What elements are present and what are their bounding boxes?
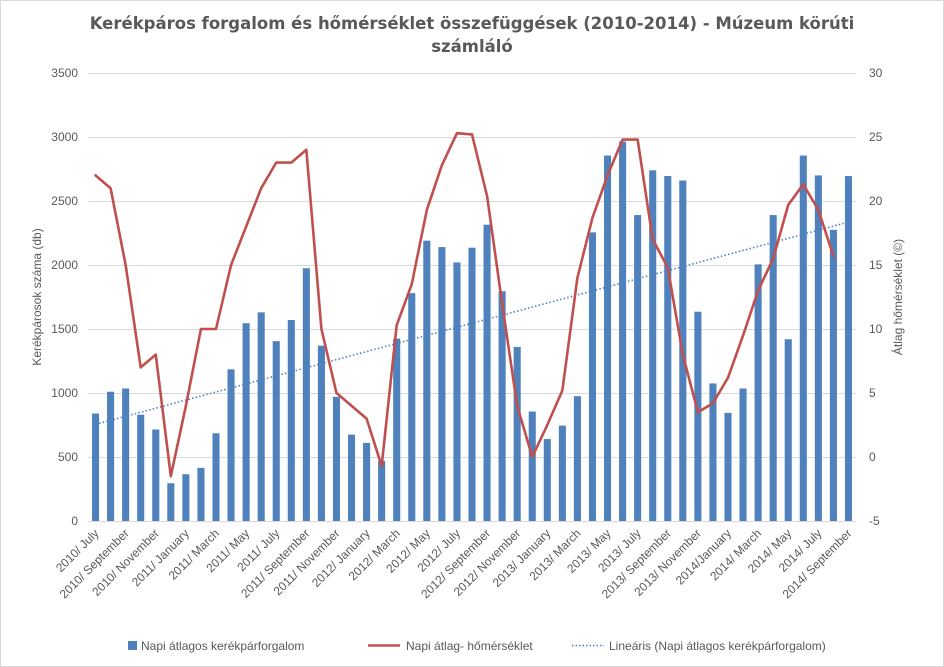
trendline-series <box>95 221 849 426</box>
temperature-line <box>94 131 835 478</box>
bar <box>573 396 581 521</box>
y-tick-label: 0 <box>71 514 78 528</box>
bar <box>619 141 627 522</box>
bar-series <box>91 141 853 522</box>
bar <box>769 215 777 521</box>
bar <box>137 414 145 521</box>
y2-tick-label: 30 <box>869 66 883 80</box>
y2-tick-label: 5 <box>869 386 876 400</box>
bar <box>91 413 100 521</box>
bar <box>543 439 551 521</box>
y-tick-label: 500 <box>58 450 78 464</box>
bar <box>182 474 190 521</box>
y-tick-label: 3500 <box>51 66 78 80</box>
bar <box>152 429 160 521</box>
bar <box>694 311 702 521</box>
bar <box>664 176 672 522</box>
bar <box>347 434 356 521</box>
legend-label-bars: Napi átlagos kerékpárforgalom <box>141 639 304 653</box>
legend-label-trend: Lineáris (Napi átlagos kerékpárforgalom) <box>609 639 826 653</box>
bar <box>122 388 130 521</box>
bar <box>483 224 491 521</box>
bar <box>378 460 386 521</box>
bar <box>709 383 717 521</box>
y2-tick-label: 25 <box>869 130 883 144</box>
y2-tick-label: 15 <box>869 258 883 272</box>
chart-title-line-1: Kerékpáros forgalom és hőmérséklet össze… <box>89 14 855 33</box>
bar <box>257 312 265 521</box>
legend-label-line: Napi átlag- hőmérséklet <box>406 639 533 653</box>
y-tick-label: 1500 <box>51 322 78 336</box>
bar <box>844 176 853 522</box>
bar <box>393 338 401 521</box>
bar <box>799 155 807 521</box>
bar <box>272 341 280 521</box>
y2-tick-label: 10 <box>869 322 883 336</box>
bar <box>754 264 762 521</box>
y2-tick-label: 20 <box>869 194 883 208</box>
left-axis-ticks: 0 500 1000 1500 2000 2500 3000 3500 <box>51 66 78 528</box>
bar <box>634 215 642 521</box>
bar <box>724 412 732 521</box>
bar <box>829 229 837 522</box>
bar <box>212 433 220 521</box>
bar <box>408 293 416 521</box>
bar <box>438 247 446 521</box>
y-tick-label: 3000 <box>51 130 78 144</box>
bar <box>363 442 371 521</box>
bar <box>739 388 747 521</box>
legend-swatch-bars <box>128 641 137 650</box>
bar <box>498 291 506 521</box>
bar <box>468 247 476 521</box>
bar <box>302 268 310 521</box>
bar <box>588 232 597 522</box>
y-tick-label: 1000 <box>51 386 78 400</box>
bar <box>227 369 235 521</box>
trendline <box>95 221 849 426</box>
bar <box>528 411 536 521</box>
bar <box>197 467 205 521</box>
legend: Napi átlagos kerékpárforgalom Napi átlag… <box>128 639 826 653</box>
chart-title-line-2: számláló <box>431 37 513 56</box>
bar <box>107 391 115 521</box>
y-tick-label: 2000 <box>51 258 78 272</box>
y-tick-label: 2500 <box>51 194 78 208</box>
bar <box>784 339 792 521</box>
chart-title: Kerékpáros forgalom és hőmérséklet össze… <box>0 12 944 58</box>
bar <box>513 346 521 521</box>
bar <box>558 425 566 521</box>
y-axis-title: Kerékpárosok száma (db) <box>30 228 44 365</box>
temperature-series <box>94 131 835 478</box>
y2-axis-title: Átlag hőmérséklet (©) <box>890 239 905 355</box>
bar <box>317 345 325 521</box>
bar <box>603 155 612 521</box>
y2-tick-label: 0 <box>869 450 876 464</box>
bar <box>423 240 431 521</box>
bar <box>453 262 461 521</box>
bar <box>649 170 657 521</box>
y2-tick-label: -5 <box>869 514 880 528</box>
bar <box>287 320 295 521</box>
bar <box>814 175 822 521</box>
bar <box>332 396 341 521</box>
bar <box>167 483 175 521</box>
right-axis-ticks: -5 0 5 10 15 20 25 30 <box>869 66 883 528</box>
bar <box>242 323 250 521</box>
